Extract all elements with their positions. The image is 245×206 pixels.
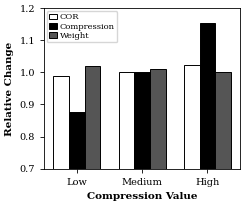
- Bar: [184, 65, 200, 206]
- X-axis label: Compression Value: Compression Value: [87, 192, 197, 201]
- Bar: [85, 66, 100, 206]
- Bar: [215, 72, 231, 206]
- Bar: [69, 112, 85, 206]
- Bar: [134, 72, 150, 206]
- Legend: COR, Compression, Weight: COR, Compression, Weight: [47, 11, 117, 42]
- Bar: [150, 69, 166, 206]
- Bar: [53, 76, 69, 206]
- Y-axis label: Relative Change: Relative Change: [5, 41, 14, 136]
- Bar: [200, 23, 215, 206]
- Bar: [119, 72, 134, 206]
